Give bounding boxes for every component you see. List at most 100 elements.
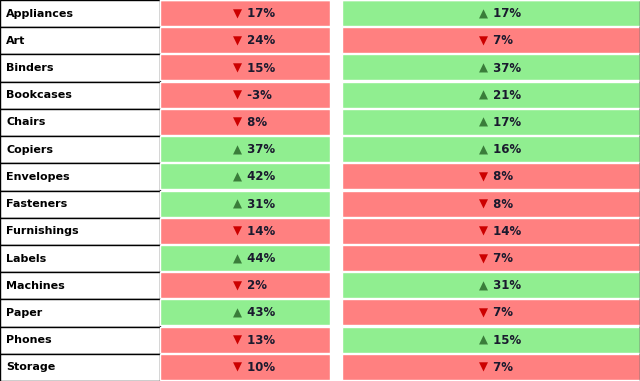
Text: 17%: 17% xyxy=(243,7,275,20)
Text: ▼: ▼ xyxy=(232,116,242,129)
Text: 17%: 17% xyxy=(490,7,522,20)
Bar xyxy=(342,327,640,353)
Bar xyxy=(0,163,160,190)
Text: 44%: 44% xyxy=(243,252,275,265)
Bar xyxy=(0,272,160,299)
Bar xyxy=(330,272,342,299)
Bar xyxy=(342,218,640,244)
Bar xyxy=(342,82,640,108)
Text: 31%: 31% xyxy=(243,198,275,211)
Bar xyxy=(160,272,330,298)
Text: Copiers: Copiers xyxy=(6,145,53,155)
Bar xyxy=(0,299,160,327)
Bar xyxy=(342,190,640,216)
Bar xyxy=(0,54,160,82)
Text: Art: Art xyxy=(6,36,26,46)
Text: ▲: ▲ xyxy=(232,143,242,156)
Bar xyxy=(160,245,330,271)
Bar xyxy=(342,136,640,162)
Text: ▲: ▲ xyxy=(479,143,488,156)
Text: ▲: ▲ xyxy=(232,170,242,183)
Text: ▼: ▼ xyxy=(232,279,242,292)
Bar xyxy=(160,109,330,135)
Bar xyxy=(342,54,640,80)
Text: 7%: 7% xyxy=(490,34,513,47)
Text: 10%: 10% xyxy=(243,361,275,374)
Bar xyxy=(330,136,342,163)
Text: 7%: 7% xyxy=(490,306,513,319)
Bar xyxy=(0,327,160,354)
Text: 14%: 14% xyxy=(490,225,522,238)
Text: 16%: 16% xyxy=(490,143,522,156)
Text: ▼: ▼ xyxy=(232,62,242,75)
Bar xyxy=(342,354,640,380)
Bar xyxy=(0,27,160,54)
Text: ▲: ▲ xyxy=(479,116,488,129)
Bar xyxy=(330,327,342,354)
Text: ▼: ▼ xyxy=(232,34,242,47)
Text: ▼: ▼ xyxy=(479,34,488,47)
Text: ▼: ▼ xyxy=(232,334,242,347)
Bar xyxy=(0,190,160,218)
Text: ▼: ▼ xyxy=(479,361,488,374)
Text: ▼: ▼ xyxy=(479,198,488,211)
Bar xyxy=(330,190,342,218)
Bar xyxy=(160,27,330,53)
Bar xyxy=(160,136,330,162)
Text: ▼: ▼ xyxy=(232,89,242,102)
Text: Bookcases: Bookcases xyxy=(6,90,72,100)
Bar xyxy=(0,245,160,272)
Text: 15%: 15% xyxy=(490,334,522,347)
Text: Envelopes: Envelopes xyxy=(6,172,70,182)
Text: ▲: ▲ xyxy=(479,62,488,75)
Text: 37%: 37% xyxy=(490,62,522,75)
Bar xyxy=(330,109,342,136)
Text: ▲: ▲ xyxy=(479,279,488,292)
Text: ▼: ▼ xyxy=(232,361,242,374)
Text: 7%: 7% xyxy=(490,252,513,265)
Bar xyxy=(342,109,640,135)
Text: Fasteners: Fasteners xyxy=(6,199,68,209)
Bar xyxy=(160,327,330,353)
Bar xyxy=(330,27,342,54)
Bar xyxy=(330,245,342,272)
Text: 8%: 8% xyxy=(243,116,267,129)
Bar xyxy=(160,218,330,244)
Bar xyxy=(342,163,640,189)
Bar xyxy=(330,0,342,27)
Text: ▼: ▼ xyxy=(232,225,242,238)
Text: Appliances: Appliances xyxy=(6,9,74,19)
Text: Labels: Labels xyxy=(6,253,47,264)
Bar xyxy=(330,82,342,109)
Bar xyxy=(342,0,640,26)
Bar xyxy=(0,82,160,109)
Bar xyxy=(160,54,330,80)
Text: ▼: ▼ xyxy=(479,225,488,238)
Bar xyxy=(160,0,330,26)
Text: Storage: Storage xyxy=(6,362,56,372)
Text: Machines: Machines xyxy=(6,281,65,291)
Bar xyxy=(0,0,160,27)
Text: ▼: ▼ xyxy=(479,170,488,183)
Bar xyxy=(160,354,330,380)
Text: 24%: 24% xyxy=(243,34,275,47)
Text: ▼: ▼ xyxy=(479,252,488,265)
Text: Binders: Binders xyxy=(6,63,54,73)
Text: 15%: 15% xyxy=(243,62,275,75)
Bar xyxy=(0,109,160,136)
Text: ▲: ▲ xyxy=(232,198,242,211)
Bar xyxy=(330,163,342,190)
Text: 42%: 42% xyxy=(243,170,275,183)
Text: ▲: ▲ xyxy=(479,89,488,102)
Text: ▲: ▲ xyxy=(479,334,488,347)
Bar xyxy=(342,272,640,298)
Bar xyxy=(330,354,342,381)
Bar xyxy=(330,218,342,245)
Text: 43%: 43% xyxy=(243,306,275,319)
Bar xyxy=(0,136,160,163)
Text: -3%: -3% xyxy=(243,89,272,102)
Text: 31%: 31% xyxy=(490,279,522,292)
Text: 37%: 37% xyxy=(243,143,275,156)
Bar xyxy=(342,27,640,53)
Text: 2%: 2% xyxy=(243,279,267,292)
